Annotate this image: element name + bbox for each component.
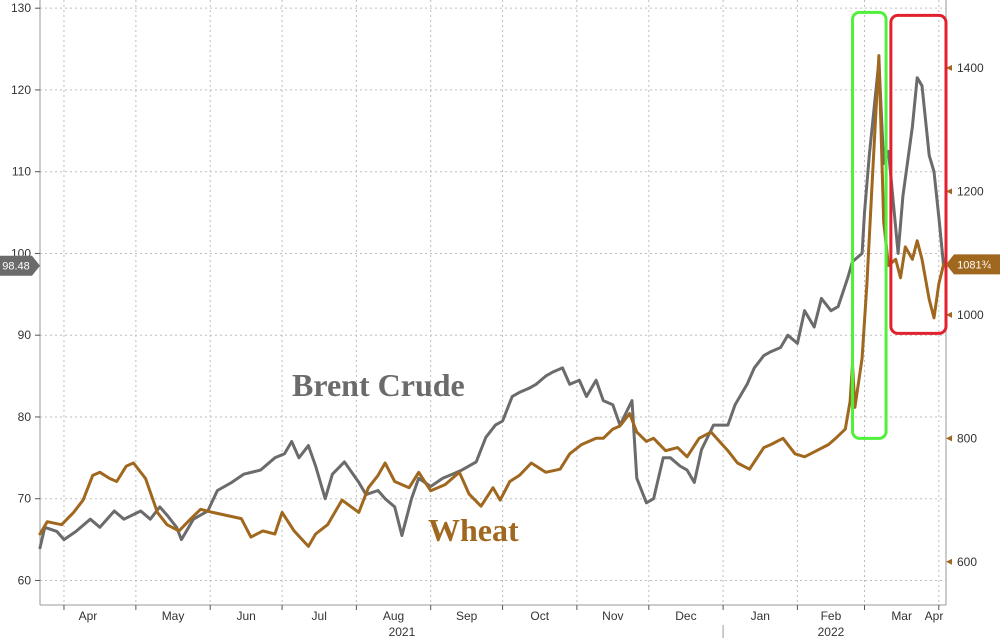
- x-axis-tick-label-5: Sep: [456, 609, 478, 623]
- left-axis-tick-label-6: 120: [11, 83, 31, 97]
- right-axis-tick-label-3: 1200: [957, 184, 984, 198]
- left-axis-tick-label-7: 130: [11, 1, 31, 15]
- x-axis-tick-label-9: Jan: [751, 609, 770, 623]
- x-axis-tick-label-0: Apr: [79, 609, 98, 623]
- left-axis-tick-label-1: 70: [18, 492, 32, 506]
- series-line-wheat: [38, 54, 946, 548]
- right-axis-tick-label-2: 1000: [957, 308, 984, 322]
- right-axis-tick-4: [946, 64, 952, 71]
- right-axis-tick-1: [946, 435, 952, 442]
- series-label-wheat: Wheat: [428, 512, 519, 548]
- right-axis-tick-0: [946, 558, 952, 565]
- last-value-badge-brent: [0, 255, 40, 276]
- x-axis-tick-label-12: Apr: [925, 609, 944, 623]
- annotation-box-green: [851, 10, 888, 440]
- right-axis-tick-label-0: 600: [957, 555, 977, 569]
- left-axis-tick-label-0: 60: [18, 573, 32, 587]
- series-label-brent-crude: Brent Crude: [292, 367, 465, 403]
- left-axis-tick-label-5: 110: [12, 165, 31, 179]
- x-axis-tick-label-3: Jul: [312, 609, 327, 623]
- right-axis-tick-label-1: 800: [957, 431, 977, 445]
- last-value-label-brent: 98.48: [2, 261, 30, 273]
- right-axis-tick-3: [946, 188, 952, 195]
- x-axis-tick-label-7: Nov: [602, 609, 623, 623]
- right-axis-tick-label-4: 1400: [957, 61, 984, 75]
- left-axis-tick-label-3: 90: [18, 328, 32, 342]
- x-axis-tick-label-11: Mar: [891, 609, 912, 623]
- x-axis-year-label-1: 2022: [818, 625, 845, 638]
- last-value-badge-wheat: [946, 254, 1000, 275]
- series-line-brent-crude: [38, 59, 946, 550]
- x-axis-tick-label-8: Dec: [675, 609, 696, 623]
- last-value-label-wheat: 1081¾: [957, 259, 991, 271]
- x-axis-tick-label-2: Jun: [236, 609, 255, 623]
- x-axis-year-label-0: 2021: [389, 625, 416, 638]
- left-axis-tick-label-2: 80: [18, 410, 32, 424]
- x-axis-tick-label-4: Aug: [383, 609, 404, 623]
- x-axis-tick-label-10: Feb: [821, 609, 842, 623]
- annotation-box-red: [889, 13, 948, 335]
- x-axis-tick-label-6: Oct: [530, 609, 549, 623]
- x-axis-tick-label-1: May: [162, 609, 185, 623]
- right-axis-tick-2: [946, 311, 952, 318]
